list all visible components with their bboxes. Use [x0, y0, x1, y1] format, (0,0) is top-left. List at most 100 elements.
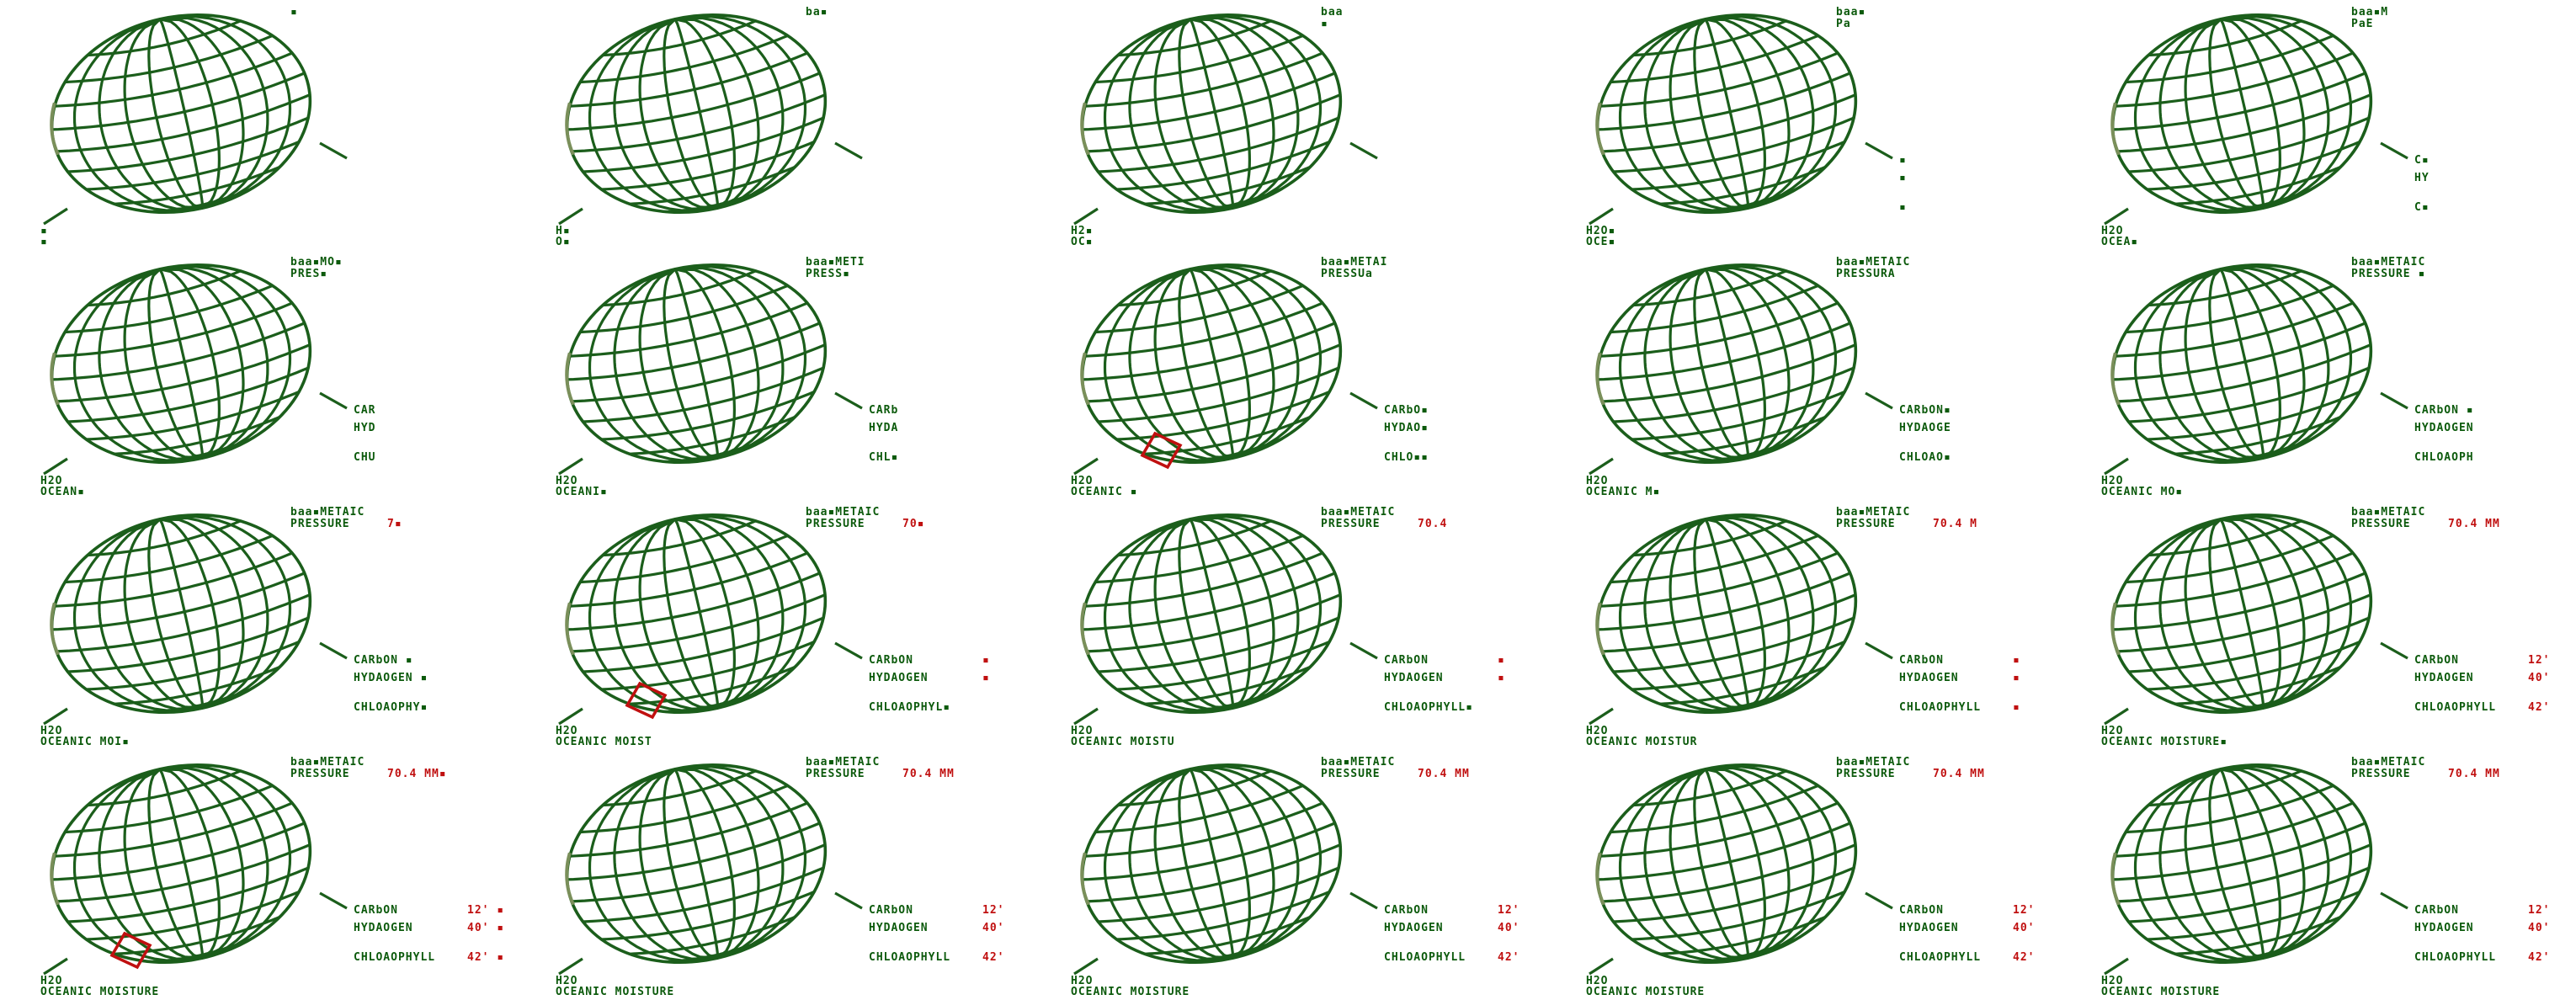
globe-parallel: [1081, 72, 1337, 131]
globe-parallel: [1609, 34, 1820, 84]
barometric-label: baa▪METAIC: [806, 506, 881, 519]
pressure-label: PRESSURE: [1321, 518, 1381, 530]
wireframe-globe: [558, 13, 863, 226]
globe-meridian: [2219, 18, 2281, 210]
globe-outline: [1595, 763, 1858, 965]
globe-meridian: [2219, 266, 2330, 460]
chlorophyll-label: CHL▪: [869, 451, 899, 464]
h2o-label: H2O▪: [1586, 225, 1616, 237]
h2o-label: H2O: [556, 975, 578, 987]
pointer-line-ocean: [1073, 207, 1099, 226]
globe-meridian: [673, 266, 785, 460]
globe-meridian: [1704, 266, 1815, 460]
globe-parallel: [1695, 938, 1797, 964]
wireframe-globe: [43, 263, 348, 476]
globe-meridian: [1643, 18, 1749, 210]
carbon-label: CARbON: [1384, 904, 1429, 917]
globe-meridian: [673, 268, 736, 460]
globe-parallel: [2147, 269, 2303, 307]
globe-meridian: [673, 516, 785, 710]
pointer-line-ocean: [558, 707, 583, 726]
globe-meridian: [1693, 18, 1749, 210]
globe-parallel: [149, 188, 252, 214]
h2o-label: H2O: [1586, 475, 1609, 487]
barometric-label: baa: [1321, 6, 1344, 19]
globe-meridian: [638, 268, 719, 460]
globe-meridian: [2219, 768, 2306, 960]
globe-meridian: [2133, 768, 2265, 962]
barometric-label: baa▪MO▪: [290, 256, 343, 269]
chlorophyll-value: 42': [1498, 951, 1520, 964]
globe-meridian: [1669, 518, 1749, 710]
globe-parallel: [2126, 366, 2371, 423]
globe-meridian: [1618, 518, 1749, 712]
wireframe-globe: [43, 763, 348, 976]
globe-meridian: [1178, 768, 1234, 960]
globe-meridian: [588, 268, 719, 462]
pressure-label: PRESSURE: [806, 518, 865, 530]
pointer-line-data: [1865, 891, 1893, 910]
chlorophyll-value: 42': [2528, 951, 2551, 964]
globe-parallel: [63, 534, 274, 584]
carbon-value: ▪: [2013, 654, 2020, 667]
globe-meridian: [1643, 768, 1749, 960]
highlighted-grid-cell: [625, 681, 668, 720]
globe-parallel: [1081, 572, 1337, 631]
globe-parallel: [1695, 188, 1797, 214]
globe-parallel: [2174, 915, 2342, 955]
barometric-label: baa▪METAIC: [290, 506, 365, 519]
globe-parallel: [2111, 572, 2367, 631]
globe-rim-highlight: [1595, 602, 1605, 656]
globe-meridian: [588, 518, 719, 712]
globe-meridian: [1618, 768, 1749, 962]
globe-parallel: [2145, 390, 2361, 441]
globe-parallel: [2174, 415, 2342, 455]
globe-parallel: [149, 438, 252, 464]
carbon-label: C▪: [2414, 154, 2430, 167]
hydrogen-label: HYDAOGEN: [2414, 672, 2474, 684]
globe-frame: baa▪METAIC PRESSURE 70.4 M CARbON ▪ HYDAOGEN ▪…: [1546, 500, 2061, 750]
pressure-value: 70▪: [902, 518, 925, 530]
hydrogen-label: HYDAOGEN: [1899, 922, 1959, 934]
globe-rim-highlight: [50, 102, 60, 156]
globe-rim-highlight: [1080, 602, 1090, 656]
globe-parallel: [63, 784, 274, 834]
globe-rim-highlight: [50, 852, 60, 906]
globe-meridian: [1189, 768, 1275, 960]
pointer-line-ocean: [43, 457, 68, 476]
globe-parallel: [2174, 665, 2342, 705]
globe-meridian: [158, 268, 245, 460]
globe-meridian: [1189, 518, 1275, 710]
hydrogen-label: HYDAOGEN: [869, 922, 929, 934]
globe-parallel: [1083, 301, 1324, 358]
globe-parallel: [1116, 519, 1273, 557]
globe-parallel: [1085, 843, 1342, 903]
globe-meridian: [2219, 516, 2330, 710]
hydrogen-value: 40': [2528, 672, 2551, 684]
globe-meridian: [663, 268, 719, 460]
chlorophyll-label: CHLOAOPHYLL: [1899, 701, 1982, 714]
globe-parallel: [2114, 301, 2355, 358]
globe-outline: [2110, 513, 2373, 715]
globe-meridian: [98, 518, 204, 710]
globe-parallel: [628, 915, 796, 955]
globe-meridian: [613, 768, 719, 960]
globe-parallel: [55, 593, 311, 653]
globe-outline: [1080, 263, 1343, 465]
chlorophyll-value: 42' ▪: [467, 951, 505, 964]
carbon-label: CARbON: [869, 904, 913, 917]
globe-meridian: [2219, 518, 2306, 710]
globe-parallel: [1611, 616, 1855, 673]
pointer-line-ocean: [43, 957, 68, 976]
chlorophyll-label: CHLOAOPHYLL: [2414, 701, 2497, 714]
globe-frame: baa▪METAIC PRESSURE 70.4 MM CARbON 12' HYDAOG…: [1546, 750, 2061, 1000]
globe-parallel: [1658, 165, 1827, 205]
globe-meridian: [673, 264, 807, 460]
barometric-label: baa▪METAI: [1321, 256, 1388, 269]
oceanic-label: OCEANIC MOISTURE: [40, 986, 160, 998]
hydrogen-label: HYDAOGEN ▪: [354, 672, 428, 684]
oceanic-label: OCEANIC MOISTURE: [1586, 986, 1706, 998]
globe-meridian: [72, 268, 204, 462]
pressure-label: PRESSURE: [2351, 518, 2411, 530]
globe-parallel: [1143, 165, 1312, 205]
